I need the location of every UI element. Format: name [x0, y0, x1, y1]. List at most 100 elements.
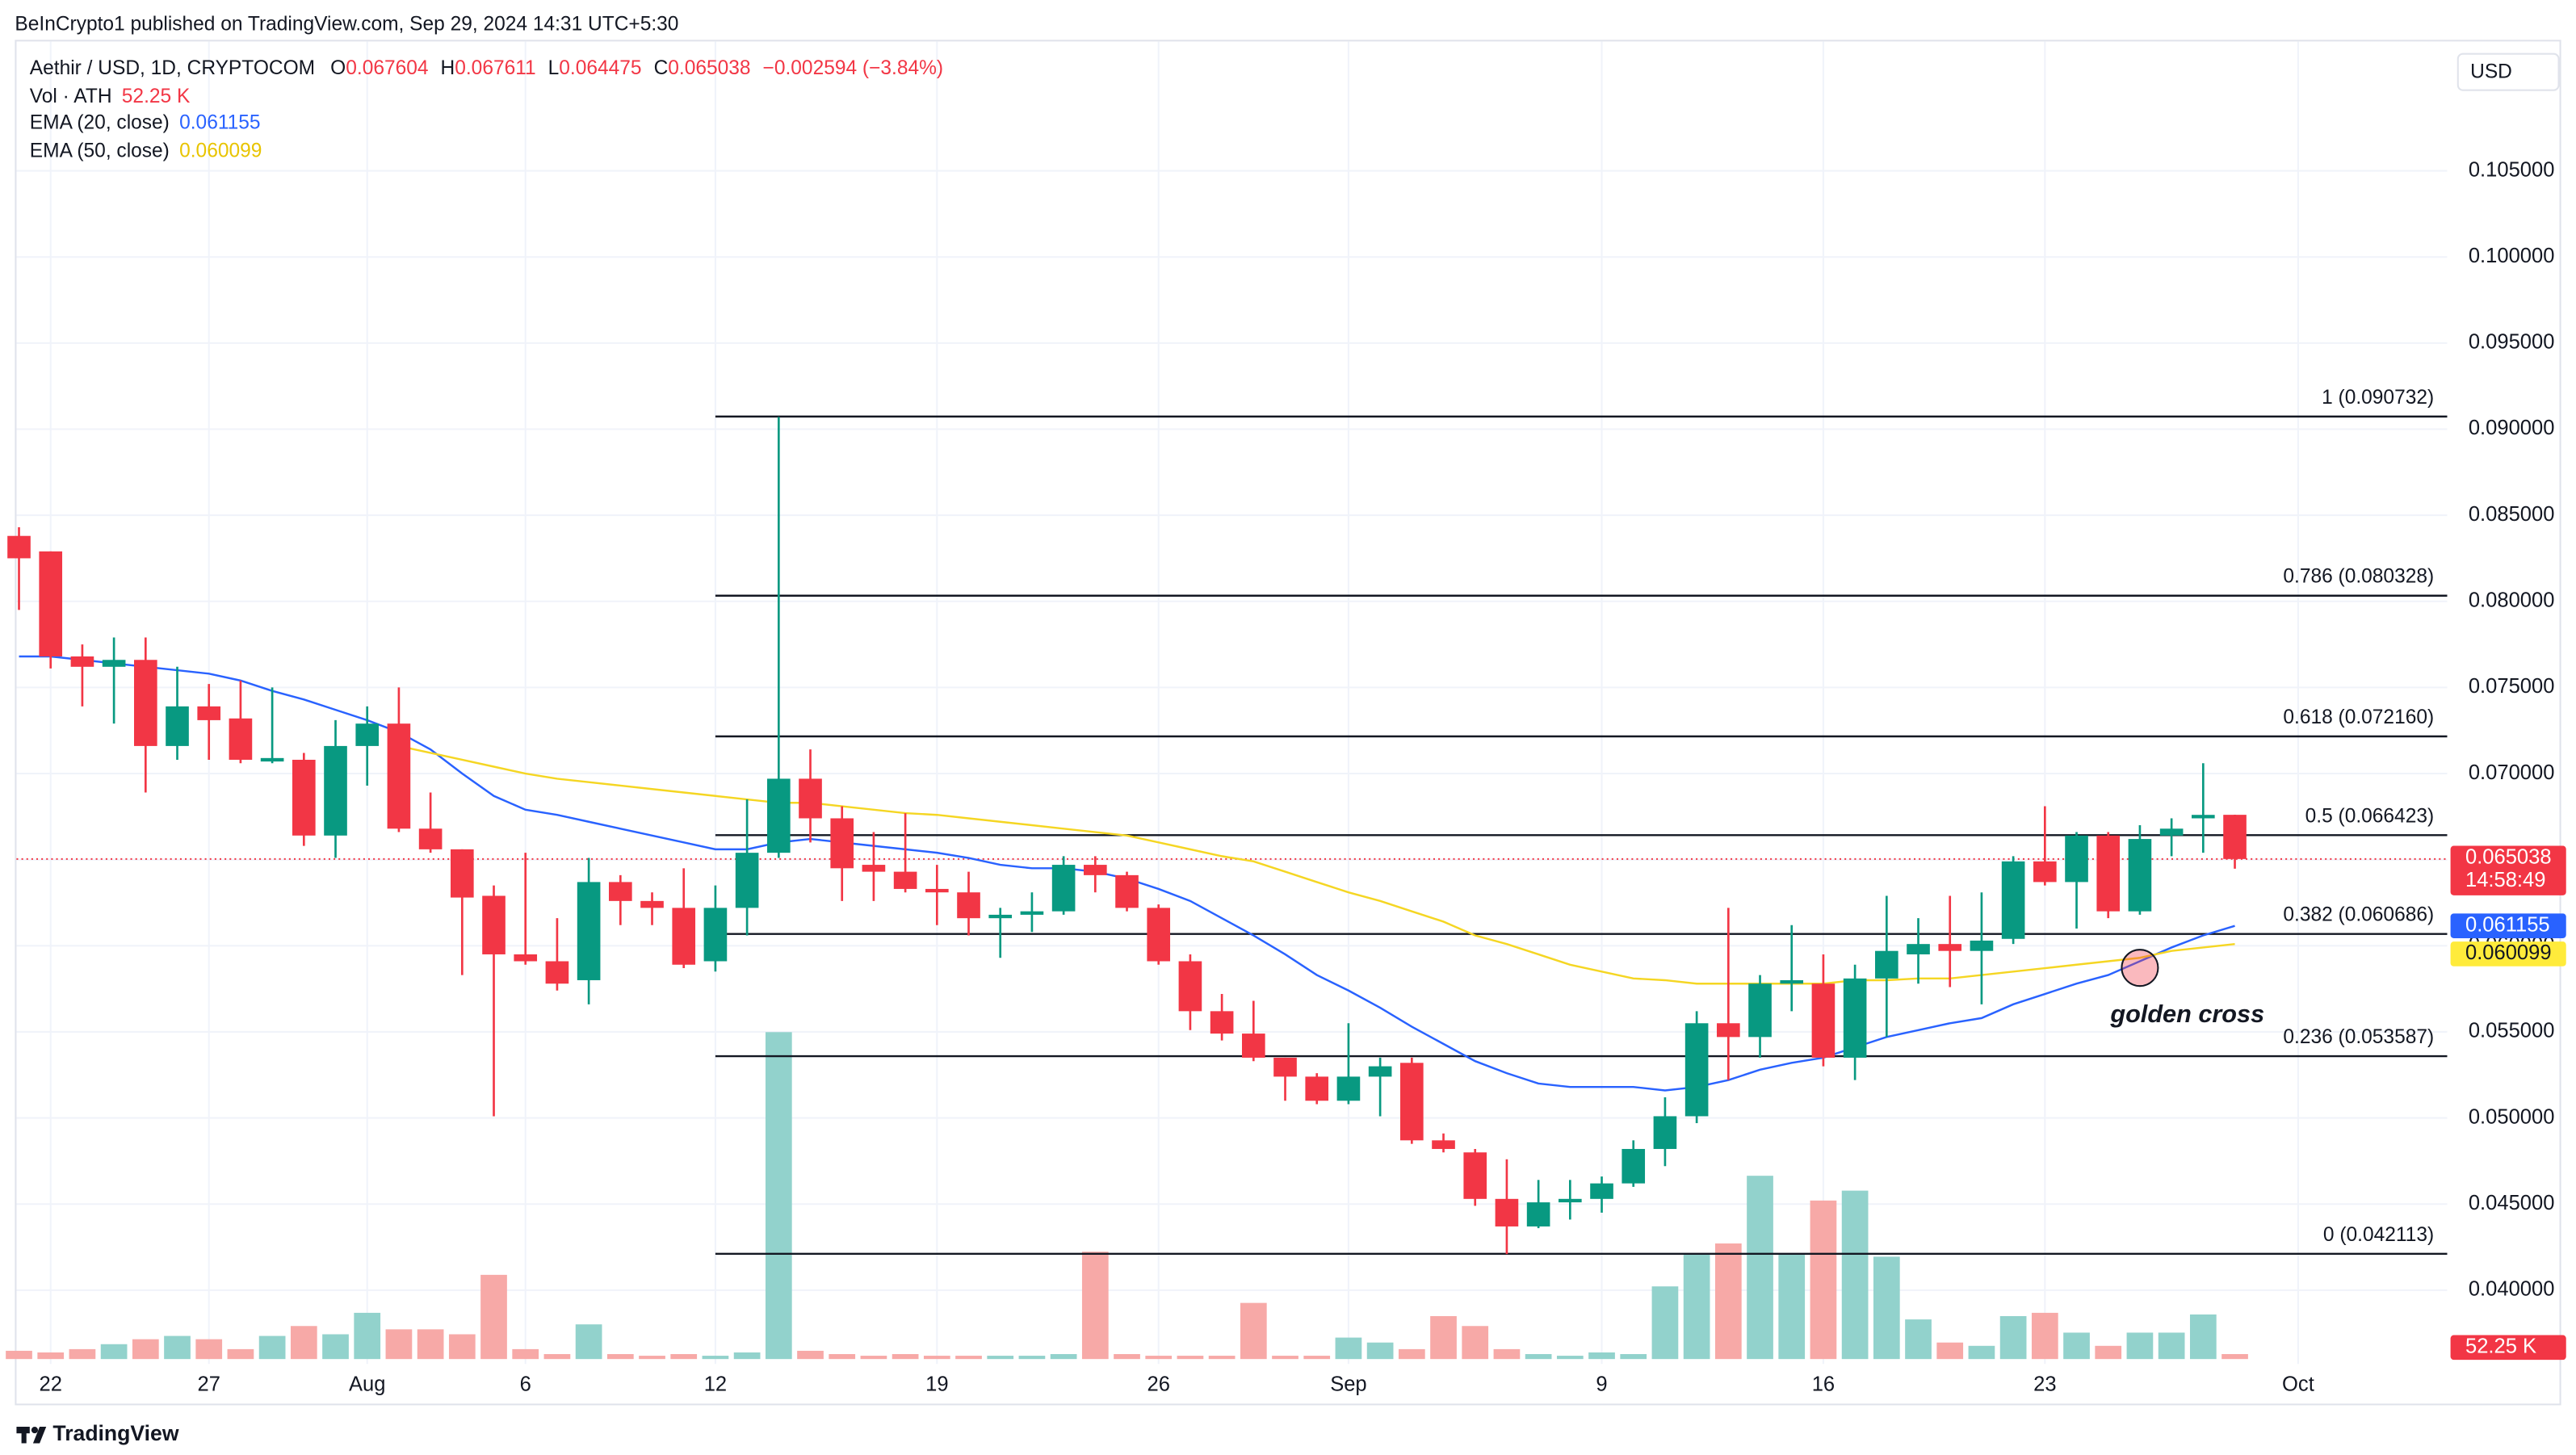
candle-body	[1622, 1148, 1646, 1184]
volume-bar	[797, 1350, 824, 1360]
y-tick-label: 0.040000	[2469, 1278, 2555, 1301]
candle-body	[387, 723, 411, 829]
volume-bar	[860, 1356, 887, 1360]
candle-body	[1684, 1023, 1709, 1117]
ema20-badge: 0.061155	[2465, 913, 2550, 936]
volume-bar	[164, 1335, 191, 1360]
volume-bar	[1747, 1176, 1773, 1360]
candle-body	[1273, 1057, 1297, 1077]
ema-name: EMA (50, close)	[30, 140, 170, 162]
fib-label: 0.5 (0.066423)	[2305, 805, 2434, 827]
volume-bar	[1620, 1354, 1647, 1360]
candle-body	[862, 865, 886, 872]
legend-ema20: EMA (20, close) 0.061155	[30, 112, 261, 134]
x-tick-label: 12	[704, 1373, 727, 1396]
y-tick-label: 0.055000	[2469, 1020, 2555, 1042]
y-tick-label: 0.105000	[2469, 158, 2555, 181]
candle-body	[1780, 979, 1804, 984]
candle-body	[545, 961, 569, 984]
frame	[15, 40, 2561, 1406]
low-value: 0.064475	[559, 58, 641, 80]
y-tick-label: 0.090000	[2469, 417, 2555, 439]
volume-bar	[923, 1356, 950, 1360]
candle-body	[482, 895, 506, 954]
volume-bar	[227, 1348, 254, 1360]
candle-body	[514, 954, 538, 962]
volume-value: 52.25 K	[122, 86, 191, 107]
volume-bar	[987, 1356, 1014, 1360]
fib-label: 0 (0.042113)	[2323, 1224, 2434, 1246]
ema20-badge-bg	[2450, 913, 2566, 939]
volume-bar	[354, 1312, 381, 1360]
candle-body	[1495, 1198, 1519, 1226]
candle-body	[830, 818, 854, 869]
volume-bar	[1303, 1356, 1331, 1360]
volume-bar	[765, 1032, 792, 1360]
volume-bar	[543, 1354, 571, 1360]
legend-volume: Vol · ATH 52.25 K	[30, 86, 191, 107]
candle-body	[39, 551, 63, 657]
volume-bar	[1968, 1345, 1995, 1360]
published-note: BeInCrypto1 published on TradingView.com…	[15, 13, 678, 35]
currency-box[interactable]	[2456, 52, 2560, 91]
volume-bar	[448, 1334, 476, 1360]
legend-main: Aethir / USD, 1D, CRYPTOCOM O0.067604 H0…	[30, 58, 943, 80]
volume-bar	[258, 1335, 286, 1360]
open-value: 0.067604	[346, 58, 428, 80]
fib-label: 0.236 (0.053587)	[2283, 1026, 2434, 1048]
volume-bar	[1177, 1356, 1204, 1360]
currency[interactable]: USD	[2470, 61, 2512, 83]
volume-bar	[1873, 1256, 1900, 1360]
fib-label: 1 (0.090732)	[2322, 387, 2434, 409]
candle-body	[1051, 865, 1076, 912]
volume-bar	[670, 1354, 698, 1360]
volume-bar	[1366, 1342, 1394, 1360]
candle-body	[2192, 815, 2215, 819]
plot: 0.0400000.0450000.0500000.0550000.060000…	[6, 41, 2566, 1396]
candle-body	[1432, 1140, 1455, 1149]
volume-bar	[1145, 1356, 1173, 1360]
ohlc-letter: C	[654, 58, 669, 80]
candle-body	[1305, 1076, 1329, 1101]
volume-bar	[1556, 1356, 1584, 1360]
volume-bar	[829, 1354, 856, 1360]
volume-bar	[69, 1348, 96, 1360]
ohlc-letter: H	[441, 58, 455, 80]
volume-bar	[480, 1274, 507, 1360]
volume-bar	[290, 1326, 317, 1360]
x-tick-label: 6	[520, 1373, 531, 1396]
candle-body	[1938, 944, 1962, 951]
candle-body	[1811, 983, 1836, 1058]
candle-body	[1368, 1066, 1392, 1077]
fib-label: 0.382 (0.060686)	[2283, 904, 2434, 926]
volume-bar	[1208, 1356, 1236, 1360]
x-tick-label: 26	[1147, 1373, 1170, 1396]
candle-body	[2001, 861, 2025, 939]
candle-body	[957, 892, 980, 919]
x-tick-label: 19	[925, 1373, 948, 1396]
volume-bar	[1841, 1190, 1869, 1360]
candle-body	[134, 660, 157, 746]
candle-body	[355, 723, 380, 746]
candle-body	[2128, 839, 2152, 912]
volume-bar	[1462, 1326, 1489, 1360]
volume-title: Vol · ATH	[30, 86, 112, 107]
candle-body	[609, 882, 632, 901]
candle-body	[767, 778, 791, 853]
candle-body	[1115, 874, 1139, 908]
fib-label: 0.786 (0.080328)	[2283, 566, 2434, 588]
volume-badge: 52.25 K	[2465, 1335, 2536, 1358]
x-tick-label: 9	[1596, 1373, 1607, 1396]
candle-body	[2096, 835, 2121, 912]
high-value: 0.067611	[455, 58, 535, 80]
candle-body	[1336, 1076, 1361, 1101]
candle-body	[2159, 828, 2184, 836]
candle-body	[7, 535, 31, 559]
ohlc-letter: O	[330, 58, 346, 80]
candle-body	[2033, 861, 2057, 883]
brand: TradingView	[52, 1421, 178, 1445]
volume-bar	[1050, 1354, 1077, 1360]
ema50-badge: 0.060099	[2465, 941, 2552, 964]
last-price-badge: 14:58:49	[2465, 869, 2545, 891]
